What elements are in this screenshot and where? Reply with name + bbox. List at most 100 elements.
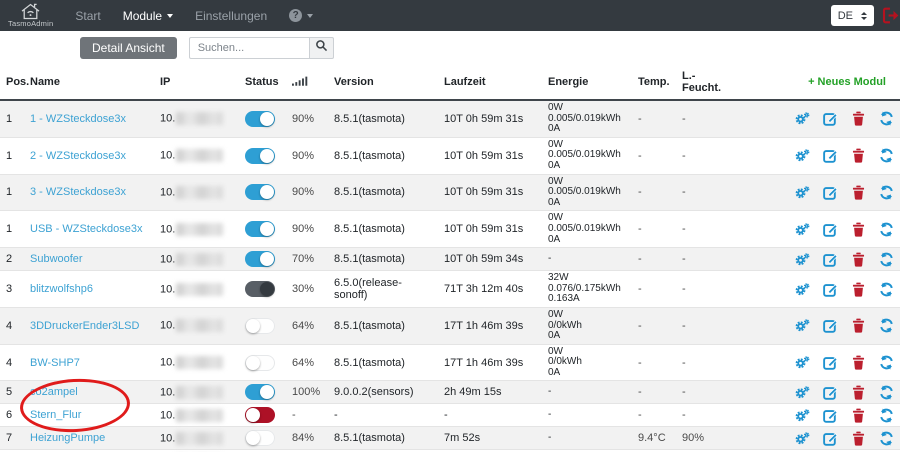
row-actions — [738, 318, 894, 334]
header-name: Name — [24, 65, 154, 101]
delete-button[interactable] — [851, 185, 866, 200]
edit-button[interactable] — [823, 111, 838, 127]
nav-item-start[interactable]: Start — [75, 8, 101, 23]
laufzeit-cell: 10T 0h 59m 34s — [438, 247, 542, 271]
delete-button[interactable] — [851, 148, 866, 163]
delete-button[interactable] — [851, 252, 866, 267]
energie-cell: - — [542, 449, 632, 452]
version-cell: 8.5.1(tasmota) — [328, 210, 438, 248]
status-toggle[interactable] — [245, 317, 275, 334]
settings-cogs-button[interactable] — [795, 111, 810, 126]
device-name-link[interactable]: USB - WZSteckdose3x — [30, 223, 143, 236]
temp-cell: - — [632, 173, 676, 211]
refresh-button[interactable] — [879, 222, 894, 237]
delete-button[interactable] — [851, 282, 866, 297]
refresh-button[interactable] — [879, 185, 894, 200]
edit-button[interactable] — [823, 148, 838, 163]
device-name-link[interactable]: 1 - WZSteckdose3x — [30, 112, 126, 125]
settings-cogs-button[interactable] — [795, 318, 810, 333]
status-toggle[interactable] — [245, 147, 275, 164]
ip-cell: 10. — [154, 380, 239, 404]
delete-button[interactable] — [851, 355, 866, 370]
settings-cogs-button[interactable] — [795, 355, 810, 370]
settings-cogs-button[interactable] — [795, 252, 810, 267]
pos-cell: 1 — [0, 173, 24, 211]
settings-cogs-button[interactable] — [795, 385, 810, 400]
edit-button[interactable] — [823, 408, 838, 423]
pos-cell: 6 — [0, 403, 24, 427]
edit-button[interactable] — [823, 222, 838, 237]
delete-button[interactable] — [851, 431, 866, 446]
refresh-button[interactable] — [879, 252, 894, 267]
refresh-button[interactable] — [879, 431, 894, 446]
temp-cell: - — [632, 270, 676, 308]
navbar: TasmoAdmin Start Module Einstellungen ? … — [0, 0, 900, 31]
refresh-button[interactable] — [879, 408, 894, 423]
refresh-button[interactable] — [879, 282, 894, 297]
edit-button[interactable] — [823, 252, 838, 267]
search-input[interactable] — [188, 37, 309, 59]
refresh-button[interactable] — [879, 148, 894, 163]
device-name-link[interactable]: HeizungPumpe — [30, 432, 106, 445]
search-button[interactable] — [308, 37, 334, 59]
edit-button[interactable] — [823, 355, 838, 370]
edit-button[interactable] — [823, 185, 838, 200]
device-name-link[interactable]: Subwoofer — [30, 253, 83, 266]
language-select[interactable]: DE — [830, 5, 874, 26]
settings-cogs-button[interactable] — [795, 148, 810, 163]
table-row: 4 BW-SHP7 10. 64% 8.5.1(tasmota) 17T 1h … — [0, 343, 900, 381]
detail-view-button[interactable]: Detail Ansicht — [80, 37, 177, 59]
settings-cogs-button[interactable] — [795, 431, 810, 446]
status-toggle[interactable] — [245, 384, 275, 401]
status-toggle[interactable] — [245, 354, 275, 371]
header-version: Version — [328, 65, 438, 101]
version-cell: 8.5.1(tasmota) — [328, 306, 438, 345]
nav-item-einstellungen[interactable]: Einstellungen — [195, 8, 268, 23]
settings-cogs-button[interactable] — [795, 222, 810, 237]
refresh-button[interactable] — [879, 385, 894, 400]
delete-button[interactable] — [851, 111, 866, 127]
device-name-link[interactable]: 3 - WZSteckdose3x — [30, 186, 126, 199]
delete-button[interactable] — [851, 408, 866, 423]
toggle-knob — [260, 282, 274, 297]
edit-button[interactable] — [823, 431, 838, 446]
pos-cell: 1 — [0, 136, 24, 175]
nav-item-module[interactable]: Module — [123, 9, 174, 23]
device-name-link[interactable]: Stern_Flur — [30, 409, 82, 422]
status-toggle[interactable] — [245, 184, 275, 201]
ip-redacted — [176, 282, 224, 296]
signal-cell: 84% — [286, 426, 328, 450]
edit-button[interactable] — [823, 385, 838, 400]
settings-cogs-button[interactable] — [795, 185, 810, 200]
settings-cogs-button[interactable] — [795, 408, 810, 423]
refresh-button[interactable] — [879, 355, 894, 370]
ip-prefix: 10. — [160, 356, 176, 369]
status-toggle[interactable] — [245, 221, 275, 238]
delete-button[interactable] — [851, 222, 866, 237]
device-name-link[interactable]: 3DDruckerEnder3LSD — [30, 319, 140, 332]
new-module-link[interactable]: + Neues Modul — [808, 76, 886, 88]
refresh-button[interactable] — [879, 111, 894, 126]
status-toggle[interactable] — [245, 251, 275, 268]
edit-button[interactable] — [823, 318, 838, 334]
header-pos: Pos. — [0, 65, 29, 101]
status-toggle[interactable] — [245, 281, 275, 298]
device-name-link[interactable]: 2 - WZSteckdose3x — [30, 149, 126, 162]
humidity-cell: - — [676, 173, 732, 211]
device-name-link[interactable]: blitzwolfshp6 — [30, 283, 93, 296]
nav-item-help[interactable]: ? — [289, 9, 314, 22]
edit-button[interactable] — [823, 282, 838, 297]
device-name-link[interactable]: BW-SHP7 — [30, 356, 80, 369]
device-name-link[interactable]: co2ampel — [30, 386, 78, 399]
row-actions — [738, 282, 894, 297]
delete-button[interactable] — [851, 318, 866, 333]
ip-prefix: 10. — [160, 432, 176, 445]
logout-icon[interactable] — [882, 7, 899, 24]
refresh-button[interactable] — [879, 318, 894, 333]
status-toggle[interactable] — [245, 430, 275, 447]
delete-button[interactable] — [851, 385, 866, 400]
brand-logo[interactable]: TasmoAdmin — [8, 3, 53, 28]
status-toggle[interactable] — [245, 407, 275, 424]
status-toggle[interactable] — [245, 110, 275, 127]
settings-cogs-button[interactable] — [795, 282, 810, 297]
